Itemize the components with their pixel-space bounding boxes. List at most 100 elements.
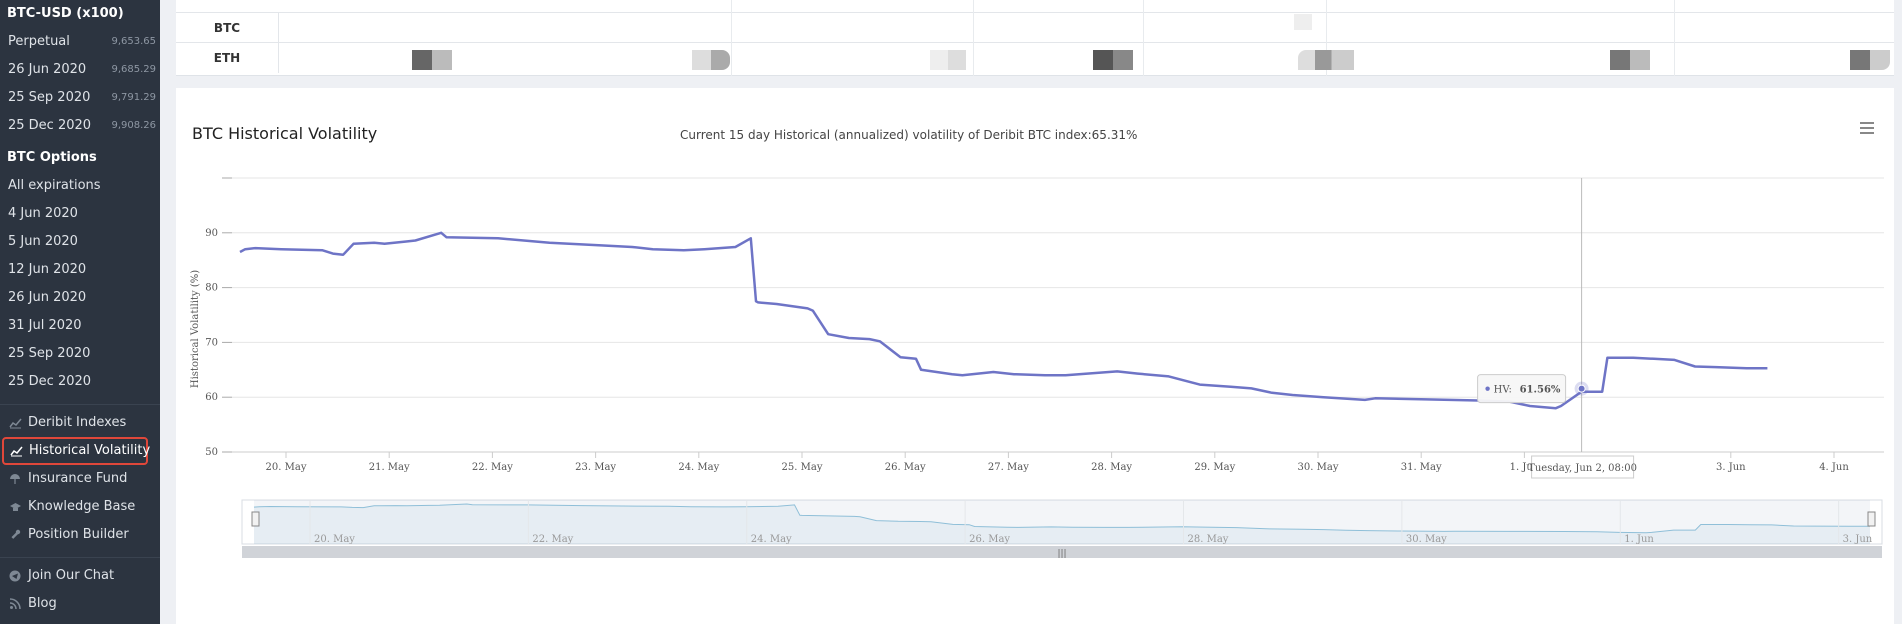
futures-list: Perpetual 9,653.65 26 Jun 2020 9,685.29 25 S… <box>0 28 160 140</box>
x-tick-label: 31. May <box>1401 462 1442 473</box>
x-tick-label: 24. May <box>678 462 719 473</box>
sidebar-divider <box>0 557 160 558</box>
sidebar-link[interactable]: Knowledge Base <box>0 493 160 521</box>
row-label: ETH <box>176 43 279 73</box>
sidebar-link[interactable]: Deribit Indexes <box>0 409 160 437</box>
options-expiry-item[interactable]: 4 Jun 2020 <box>8 206 78 221</box>
futures-item-price: 9,685.29 <box>111 64 156 75</box>
table-row-eth: ETH <box>176 42 1894 73</box>
column-divider <box>731 0 732 76</box>
row-label: BTC <box>176 13 279 43</box>
sidebar-link[interactable]: Insurance Fund <box>0 465 160 493</box>
blurred-cell <box>692 50 730 70</box>
volatility-chart[interactable]: 50 60 70 80 90 Historical Volatility (%) 20. M… <box>176 88 1894 624</box>
navigator-area <box>254 504 1870 544</box>
community-links: Join Our Chat Blog <box>0 562 160 618</box>
y-axis-label: Historical Volatility (%) <box>190 270 201 388</box>
sidebar-link[interactable]: Position Builder <box>0 521 160 549</box>
column-divider <box>1143 0 1144 76</box>
options-expiry-item[interactable]: 5 Jun 2020 <box>8 234 78 249</box>
futures-item-label: 25 Dec 2020 <box>8 118 92 133</box>
futures-item-label: Perpetual <box>8 34 70 49</box>
volatility-chart-card: BTC Historical Volatility Current 15 day… <box>176 88 1894 624</box>
x-tick-label: 20. May <box>266 462 307 473</box>
navigator-frame <box>241 499 1883 545</box>
futures-item-price: 9,791.29 <box>111 92 156 103</box>
hv-series-line <box>239 231 1768 410</box>
index-table: BTC ETH <box>176 0 1894 76</box>
x-tick-label: 25. May <box>782 462 823 473</box>
sidebar-link-label: Deribit Indexes <box>28 415 127 430</box>
chart-title: BTC Historical Volatility <box>192 124 378 143</box>
sidebar-link[interactable]: Historical Volatility <box>2 437 150 465</box>
sidebar-divider <box>0 404 160 405</box>
x-tick-label: 28. May <box>1091 462 1132 473</box>
navigator-tick-label: 1. Jun <box>1624 534 1654 545</box>
y-tick-label: 90 <box>205 228 218 239</box>
blurred-cell <box>1850 50 1890 70</box>
navigator-tick-label: 26. May <box>969 534 1010 545</box>
scrollbar-grip-icon: ||| <box>1057 549 1066 559</box>
umbrella-icon <box>8 472 22 486</box>
navigator-handle[interactable] <box>251 511 260 527</box>
x-tick-label: 27. May <box>988 462 1029 473</box>
hover-point <box>1577 384 1586 393</box>
options-header: BTC Options <box>7 150 97 165</box>
column-divider <box>1326 0 1327 76</box>
blurred-cell <box>412 50 452 70</box>
x-tick-label: 1. Jun <box>1510 462 1540 473</box>
futures-item[interactable]: Perpetual 9,653.65 <box>0 28 160 56</box>
options-expiry-item[interactable]: 26 Jun 2020 <box>8 290 87 305</box>
blurred-cell <box>1610 50 1650 70</box>
table-row-btc: BTC <box>176 12 1894 43</box>
x-tick-label: 23. May <box>575 462 616 473</box>
futures-item[interactable]: 25 Dec 2020 9,908.26 <box>0 112 160 140</box>
futures-item-price: 9,908.26 <box>111 120 156 131</box>
options-expiry-item[interactable]: 31 Jul 2020 <box>8 318 82 333</box>
tooltip-box <box>1477 374 1567 404</box>
options-expiry-item[interactable]: 25 Sep 2020 <box>8 346 91 361</box>
sidebar: BTC-USD (x100) Perpetual 9,653.65 26 Jun 2… <box>0 0 160 624</box>
blurred-cell <box>1294 14 1312 30</box>
x-tick-label: 21. May <box>369 462 410 473</box>
telegram-icon <box>8 569 22 583</box>
futures-item-price: 9,653.65 <box>111 36 156 47</box>
navigator-selection <box>254 500 1870 544</box>
options-expiry-item[interactable]: All expirations <box>8 178 101 193</box>
navigator-tick-label: 3. Jun <box>1843 534 1873 545</box>
chart-icon <box>10 444 23 458</box>
tooltip-value: 61.56% <box>1520 385 1561 396</box>
blurred-cell <box>1298 50 1354 70</box>
navigator-tick-label: 22. May <box>532 534 573 545</box>
blurred-cell <box>1093 50 1133 70</box>
sidebar-link-label: Join Our Chat <box>28 568 115 583</box>
x-tick-label: 30. May <box>1298 462 1339 473</box>
options-list: All expirations 4 Jun 2020 5 Jun 2020 12 Ju… <box>0 172 160 396</box>
options-expiry-item[interactable]: 12 Jun 2020 <box>8 262 87 277</box>
futures-item[interactable]: 25 Sep 2020 9,791.29 <box>0 84 160 112</box>
blurred-cell <box>930 50 966 70</box>
sidebar-link[interactable]: Join Our Chat <box>0 562 160 590</box>
navigator-tick-label: 24. May <box>751 534 792 545</box>
x-tick-label: 26. May <box>885 462 926 473</box>
navigator-series-line <box>253 503 1870 534</box>
rss-icon <box>8 597 22 611</box>
sidebar-link[interactable]: Blog <box>0 590 160 618</box>
wrench-icon <box>8 528 22 542</box>
hamburger-menu-icon[interactable] <box>1860 122 1874 134</box>
futures-item[interactable]: 26 Jun 2020 9,685.29 <box>0 56 160 84</box>
crosshair-date-label: Tuesday, Jun 2, 08:00 <box>1528 463 1637 474</box>
options-expiry-item[interactable]: 25 Dec 2020 <box>8 374 92 389</box>
y-tick-label: 80 <box>205 283 218 294</box>
x-tick-label: 29. May <box>1194 462 1235 473</box>
y-tick-label: 70 <box>205 337 218 348</box>
y-tick-label: 60 <box>205 392 218 403</box>
navigator-handle[interactable] <box>1867 511 1876 527</box>
futures-item-label: 26 Jun 2020 <box>8 62 87 77</box>
navigator-tick-label: 20. May <box>314 534 355 545</box>
x-tick-label: 3. Jun <box>1716 462 1746 473</box>
column-divider <box>973 0 974 76</box>
navigator-scrollbar[interactable] <box>242 546 1882 558</box>
navigator-tick-label: 30. May <box>1406 534 1447 545</box>
y-tick-label: 50 <box>205 447 218 458</box>
